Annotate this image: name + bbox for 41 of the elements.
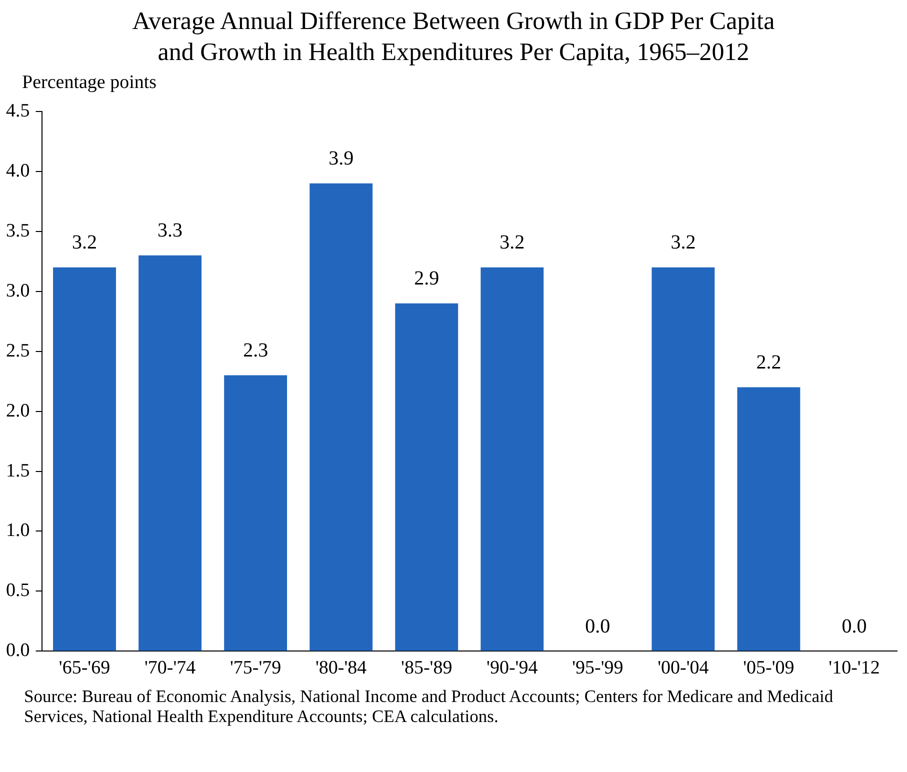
data-label: 2.2 <box>756 352 782 374</box>
x-tick-label: '05-'09 <box>743 658 794 679</box>
y-tick-label: 0.0 <box>6 640 30 662</box>
y-tick-label: 1.0 <box>6 520 30 542</box>
data-label: 0.0 <box>842 615 867 638</box>
chart-title: Average Annual Difference Between Growth in GDP Per Capita and Growth in Health Expenditures Per Capita, 1965–2012 <box>131 7 776 68</box>
bar <box>224 375 288 651</box>
data-label: 3.2 <box>670 232 696 254</box>
bar <box>53 267 116 651</box>
x-tick-label: '80-'84 <box>315 658 368 679</box>
bar <box>652 267 715 651</box>
data-label: 3.2 <box>72 232 98 254</box>
bar <box>310 183 373 651</box>
bar <box>395 303 458 651</box>
bar <box>737 387 800 651</box>
x-tick-label: '10-'12 <box>828 658 880 679</box>
data-label: 0.0 <box>585 615 610 638</box>
bar <box>138 255 202 651</box>
y-tick-label: 3.0 <box>6 280 30 302</box>
data-label: 3.3 <box>158 220 183 242</box>
x-tick-label: '85-'89 <box>401 658 452 679</box>
y-tick-label: 0.5 <box>6 580 30 602</box>
data-label: 3.2 <box>500 232 525 254</box>
x-tick-label: '95-'99 <box>572 658 624 679</box>
y-tick-label: 3.5 <box>6 220 30 242</box>
x-tick-label: '90-'94 <box>486 658 538 679</box>
data-label: 3.9 <box>328 148 354 170</box>
x-tick-label: '75-'79 <box>230 658 282 679</box>
y-tick-label: 1.5 <box>6 460 30 482</box>
y-tick-label: 4.5 <box>6 100 30 122</box>
source-note: Source: Bureau of Economic Analysis, National Income and Product Accounts; Centers for Medicare and Medicaid Services, National Health Expenditure Accounts; CEA calculations. <box>24 686 834 726</box>
y-tick-label: 4.0 <box>6 160 30 182</box>
x-tick-label: '65-'69 <box>58 658 110 679</box>
y-tick-label: 2.0 <box>6 400 30 422</box>
y-tick-label: 2.5 <box>6 340 30 362</box>
x-tick-label: '00-'04 <box>658 658 710 679</box>
y-axis-title: Percentage points <box>22 72 158 94</box>
data-label: 2.9 <box>414 268 440 290</box>
bar <box>480 267 544 651</box>
x-tick-label: '70-'74 <box>144 658 196 679</box>
data-label: 2.3 <box>243 340 268 362</box>
